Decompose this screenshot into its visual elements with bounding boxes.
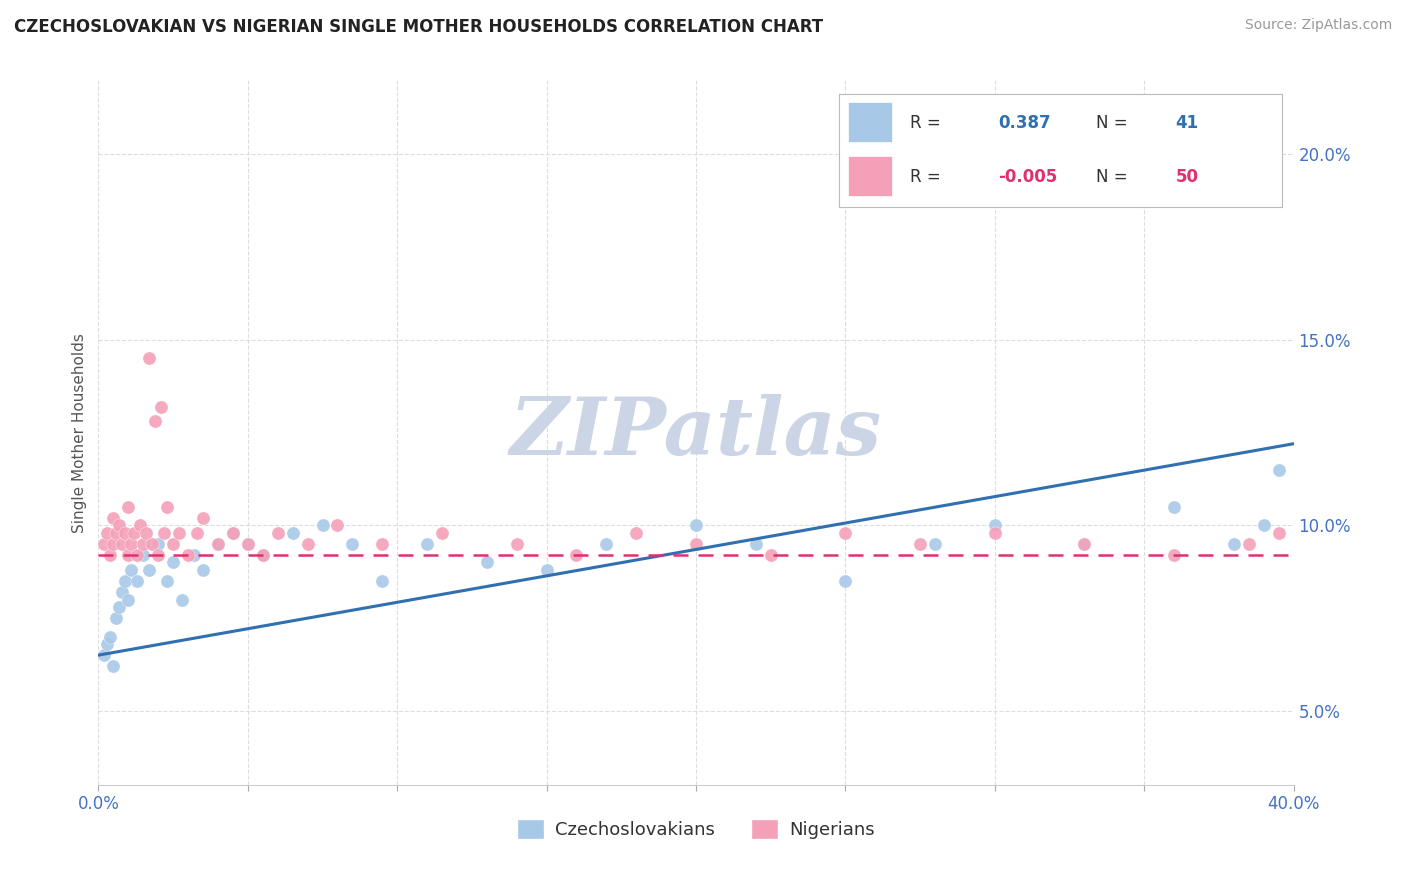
Point	[186, 525, 208, 540]
Point	[984, 518, 1007, 533]
Point	[191, 563, 214, 577]
Point	[984, 525, 1007, 540]
Point	[311, 518, 333, 533]
Point	[685, 518, 707, 533]
Point	[416, 537, 439, 551]
Point	[297, 537, 319, 551]
Point	[120, 537, 142, 551]
Point	[626, 525, 648, 540]
Point	[96, 637, 118, 651]
Point	[1073, 537, 1095, 551]
Point	[93, 648, 115, 662]
Point	[111, 537, 134, 551]
Point	[834, 574, 856, 588]
Point	[236, 537, 259, 551]
Point	[153, 525, 176, 540]
Point	[1237, 537, 1260, 551]
Point	[177, 548, 200, 562]
Point	[207, 537, 229, 551]
Point	[117, 500, 139, 514]
Point	[103, 659, 125, 673]
Point	[108, 518, 131, 533]
Point	[111, 585, 134, 599]
Legend: Czechoslovakians, Nigerians: Czechoslovakians, Nigerians	[510, 812, 882, 847]
Point	[172, 592, 194, 607]
Point	[105, 525, 128, 540]
Point	[252, 548, 274, 562]
Point	[745, 537, 768, 551]
Y-axis label: Single Mother Households: Single Mother Households	[72, 333, 87, 533]
Point	[536, 563, 558, 577]
Point	[129, 518, 152, 533]
Point	[236, 537, 259, 551]
Point	[127, 574, 149, 588]
Text: CZECHOSLOVAKIAN VS NIGERIAN SINGLE MOTHER HOUSEHOLDS CORRELATION CHART: CZECHOSLOVAKIAN VS NIGERIAN SINGLE MOTHE…	[14, 18, 823, 36]
Point	[908, 537, 931, 551]
Point	[138, 563, 160, 577]
Point	[98, 548, 122, 562]
Point	[103, 537, 125, 551]
Point	[120, 563, 142, 577]
Point	[96, 525, 118, 540]
Point	[124, 525, 146, 540]
Point	[103, 511, 125, 525]
Point	[281, 525, 304, 540]
Point	[156, 500, 179, 514]
Point	[1223, 537, 1246, 551]
Point	[141, 537, 163, 551]
Point	[105, 611, 128, 625]
Point	[326, 518, 349, 533]
Point	[1253, 518, 1275, 533]
Point	[1267, 463, 1289, 477]
Point	[148, 537, 170, 551]
Point	[924, 537, 946, 551]
Point	[114, 574, 136, 588]
Point	[93, 537, 115, 551]
Point	[167, 525, 190, 540]
Point	[127, 548, 149, 562]
Point	[1267, 525, 1289, 540]
Point	[98, 630, 122, 644]
Point	[475, 556, 498, 570]
Point	[1163, 548, 1185, 562]
Point	[252, 548, 274, 562]
Point	[222, 525, 245, 540]
Point	[162, 556, 184, 570]
Point	[191, 511, 214, 525]
Point	[162, 537, 184, 551]
Point	[506, 537, 529, 551]
Point	[371, 537, 394, 551]
Text: ZIPatlas: ZIPatlas	[510, 394, 882, 471]
Point	[1163, 500, 1185, 514]
Point	[117, 592, 139, 607]
Point	[114, 525, 136, 540]
Point	[834, 525, 856, 540]
Point	[1073, 537, 1095, 551]
Text: Source: ZipAtlas.com: Source: ZipAtlas.com	[1244, 18, 1392, 32]
Point	[565, 548, 588, 562]
Point	[430, 525, 453, 540]
Point	[267, 525, 290, 540]
Point	[759, 548, 782, 562]
Point	[156, 574, 179, 588]
Point	[132, 537, 155, 551]
Point	[108, 599, 131, 614]
Point	[207, 537, 229, 551]
Point	[148, 548, 170, 562]
Point	[138, 351, 160, 366]
Point	[595, 537, 617, 551]
Point	[342, 537, 364, 551]
Point	[371, 574, 394, 588]
Point	[222, 525, 245, 540]
Point	[117, 548, 139, 562]
Point	[143, 415, 166, 429]
Point	[685, 537, 707, 551]
Point	[183, 548, 205, 562]
Point	[132, 548, 155, 562]
Point	[135, 525, 157, 540]
Point	[150, 400, 173, 414]
